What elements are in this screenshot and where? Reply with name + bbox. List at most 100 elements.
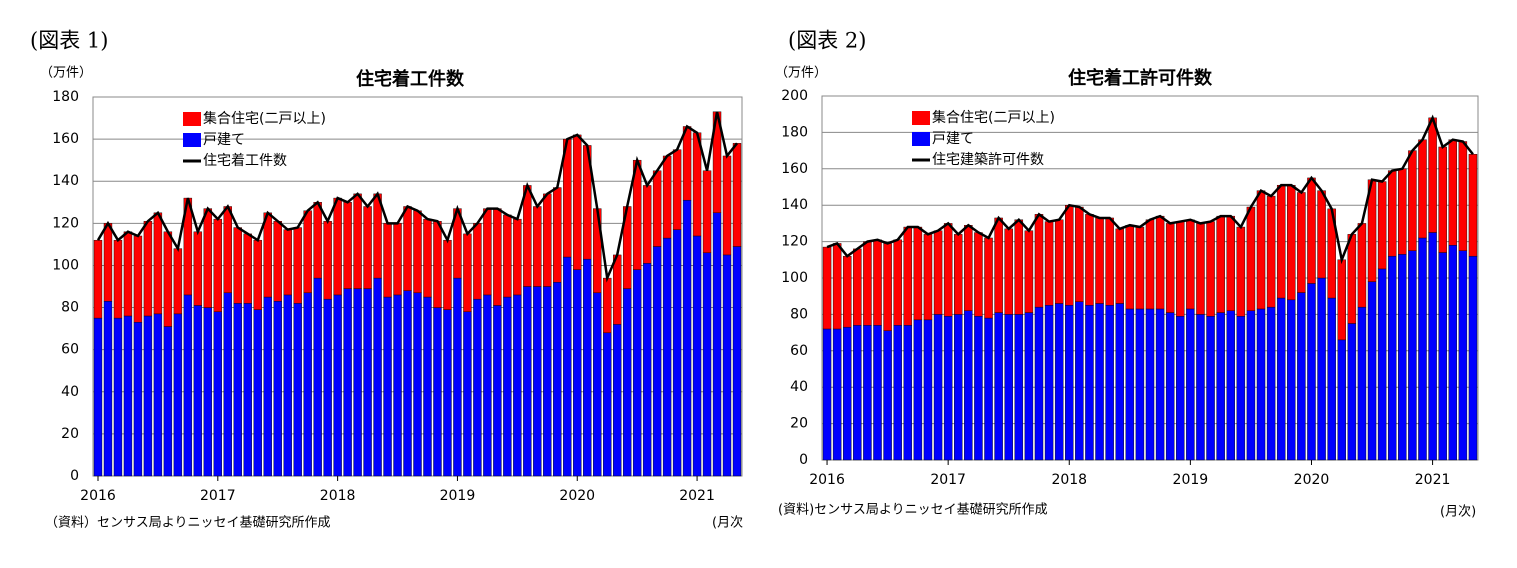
bar-segment xyxy=(173,313,183,477)
bar-segment xyxy=(513,218,522,296)
y-tick-label: 80 xyxy=(790,306,808,322)
bar-segment xyxy=(163,326,173,477)
bar-segment xyxy=(1468,255,1478,461)
bar-segment xyxy=(842,326,852,461)
bar-segment xyxy=(1115,303,1124,461)
bar-segment xyxy=(1054,303,1064,461)
bar-segment xyxy=(1135,308,1145,461)
bar-segment xyxy=(1014,219,1024,315)
bar-segment xyxy=(1034,214,1044,308)
bar-segment xyxy=(943,223,953,317)
total-line xyxy=(96,111,738,283)
bar-segment xyxy=(483,294,492,477)
bar-segment xyxy=(1216,215,1225,313)
bar-segment xyxy=(722,155,732,256)
y-tick-label: 60 xyxy=(790,343,808,359)
bar-segment xyxy=(493,305,502,477)
bar-segment xyxy=(822,246,832,330)
bar-segment xyxy=(333,197,342,296)
bar-segment xyxy=(1155,215,1165,310)
bar-segment xyxy=(1044,305,1054,461)
bar-segment xyxy=(612,324,622,477)
bar-segment xyxy=(1458,250,1468,461)
bar-segment xyxy=(1115,228,1124,304)
source-note: (資料)センサス局よりニッセイ基礎研究所作成 xyxy=(778,503,1048,518)
bar-segment xyxy=(213,311,223,477)
bar-segment xyxy=(913,319,923,461)
bar-segment xyxy=(1307,177,1316,284)
bar-segment xyxy=(662,155,672,239)
bar-segment xyxy=(722,254,732,477)
y-tick-label: 160 xyxy=(52,131,79,147)
bar-segment xyxy=(253,309,262,477)
legend-label: 住宅建築許可件数 xyxy=(932,152,1044,168)
y-tick-label: 140 xyxy=(781,197,808,213)
bar-segment xyxy=(573,134,582,270)
bar-segment xyxy=(493,208,502,306)
bar-segment xyxy=(383,223,392,298)
bar-segment xyxy=(1347,323,1357,461)
bar-segment xyxy=(672,149,682,230)
bar-segment xyxy=(1418,237,1427,461)
bar-segment xyxy=(1428,117,1437,233)
bar-segment xyxy=(853,248,862,326)
y-unit: （万件） xyxy=(40,66,92,81)
bar-segment xyxy=(873,239,882,326)
bar-segment xyxy=(603,332,612,477)
bar-segment xyxy=(553,282,562,477)
bar-segment xyxy=(143,315,153,477)
y-tick-label: 200 xyxy=(781,88,808,104)
y-tick-label: 120 xyxy=(52,215,79,231)
y-tick-label: 0 xyxy=(799,452,808,468)
bar-segment xyxy=(943,316,953,461)
bar-segment xyxy=(1276,297,1286,461)
legend-label: 集合住宅(二戸以上) xyxy=(932,109,1055,126)
bar-segment xyxy=(863,241,872,326)
bar-segment xyxy=(443,309,452,477)
legend-swatch xyxy=(912,111,930,125)
bar-segment xyxy=(543,193,552,287)
x-tick-label: 2017 xyxy=(200,488,236,504)
bar-segment xyxy=(103,301,113,477)
bar-segment xyxy=(954,234,963,315)
bar-segment xyxy=(123,231,133,317)
bar-segment xyxy=(974,232,983,317)
bar-segment xyxy=(1155,308,1165,461)
bar-segment xyxy=(1377,268,1387,461)
bar-segment xyxy=(1448,245,1458,461)
bar-segment xyxy=(343,288,352,477)
bar-segment xyxy=(93,317,103,477)
bar-segment xyxy=(893,325,902,461)
bar-segment xyxy=(702,170,712,254)
bar-segment xyxy=(1398,254,1407,461)
bar-segment xyxy=(1216,312,1225,461)
legend-label: 住宅着工件数 xyxy=(203,153,287,169)
bar-segment xyxy=(652,170,662,247)
bar-segment xyxy=(1165,223,1175,313)
bar-segment xyxy=(1024,230,1034,313)
bar-segment xyxy=(1196,314,1205,461)
bar-segment xyxy=(692,235,702,477)
bar-segment xyxy=(113,317,123,477)
legend-label: 戸建て xyxy=(932,131,974,147)
bar-segment xyxy=(1236,316,1246,461)
bar-segment xyxy=(994,312,1003,461)
bar-segment xyxy=(263,296,272,477)
bar-segment xyxy=(1085,214,1094,306)
bar-segment xyxy=(363,288,372,477)
bar-segment xyxy=(1408,150,1417,251)
bar-segment xyxy=(732,246,742,477)
bar-segment xyxy=(593,292,602,477)
bar-segment xyxy=(954,314,963,461)
bar-segment xyxy=(682,199,692,477)
x-tick-label: 2019 xyxy=(440,488,476,504)
x-unit: (月次) xyxy=(1440,504,1476,520)
bar-segment xyxy=(933,314,943,461)
bar-segment xyxy=(463,311,472,477)
bar-segment xyxy=(1438,146,1447,253)
bar-segment xyxy=(523,286,532,477)
bar-segment xyxy=(603,277,612,334)
bar-segment xyxy=(1357,223,1367,308)
bar-segment xyxy=(903,226,913,326)
bar-segment xyxy=(1085,305,1094,461)
